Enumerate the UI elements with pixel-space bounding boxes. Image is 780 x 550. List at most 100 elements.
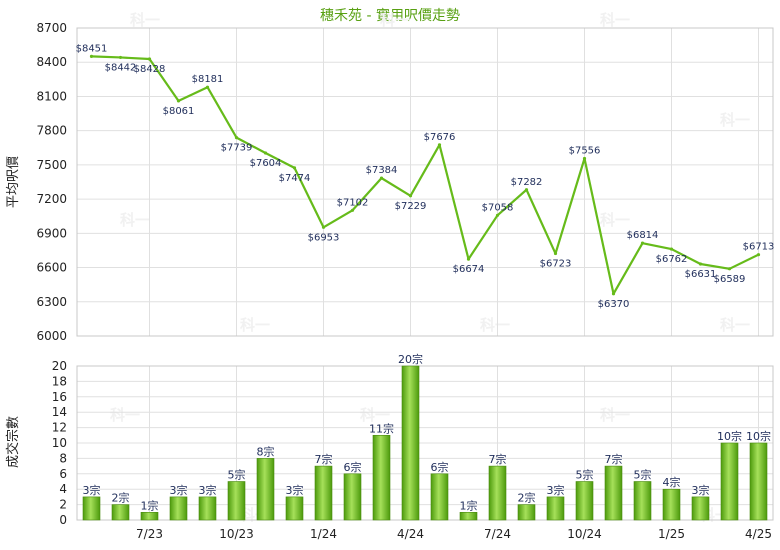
count-bar [111, 504, 130, 521]
count-data-label: 3宗 [170, 483, 188, 497]
count-bar [198, 496, 217, 521]
price-point [669, 247, 674, 251]
count-data-label: 1宗 [141, 498, 159, 512]
watermark-text: 科一 [720, 316, 750, 334]
chart-title: 穗禾苑 - 實用呎價走勢 [320, 7, 460, 24]
count-tick-label: 4 [59, 482, 67, 496]
x-tick-label: 1/25 [658, 527, 685, 541]
price-data-label: $8451 [76, 43, 108, 54]
count-tick-label: 8 [59, 451, 67, 465]
count-bar [372, 434, 391, 521]
price-data-label: $6370 [598, 299, 630, 310]
count-data-label: 5宗 [576, 468, 594, 482]
price-point [524, 188, 529, 192]
watermark-text: 科一 [380, 11, 410, 29]
price-tick-label: 7800 [36, 124, 67, 138]
count-tick-label: 20 [52, 359, 67, 373]
count-tick-label: 6 [59, 467, 67, 481]
price-series-line [91, 55, 759, 295]
x-tick-label: 7/23 [136, 527, 163, 541]
watermark-text: 科一 [600, 11, 630, 29]
count-tick-label: 2 [59, 498, 67, 512]
price-point [321, 225, 326, 229]
count-data-label: 6宗 [344, 460, 362, 474]
x-tick-label: 10/24 [567, 527, 602, 541]
watermark-text: 科一 [600, 211, 630, 229]
count-data-label: 2宗 [518, 491, 536, 505]
price-data-label: $6723 [540, 259, 572, 270]
count-bar [749, 442, 768, 521]
price-tick-label: 7200 [36, 192, 67, 206]
count-data-label: 7宗 [315, 452, 333, 466]
price-data-label: $7282 [511, 177, 543, 188]
count-data-label: 3宗 [547, 483, 565, 497]
watermark-text: 科一 [120, 211, 150, 229]
count-data-label: 3宗 [692, 483, 710, 497]
price-point [176, 99, 181, 103]
count-tick-label: 0 [59, 513, 67, 527]
count-data-label: 4宗 [663, 475, 681, 489]
count-bar [169, 496, 188, 521]
price-data-label: $8061 [163, 106, 195, 117]
price-data-label: $8442 [105, 62, 137, 73]
price-point [698, 262, 703, 266]
price-data-label: $7604 [250, 158, 282, 169]
price-data-label: $7384 [366, 165, 398, 176]
watermark-text: 科一 [360, 406, 390, 424]
count-bar [256, 458, 275, 521]
count-tick-label: 14 [52, 405, 67, 419]
count-bar [459, 511, 478, 521]
count-tick-label: 10 [52, 436, 67, 450]
count-tick-label: 16 [52, 390, 67, 404]
price-point [118, 55, 123, 60]
count-bar [314, 465, 333, 521]
count-data-label: 11宗 [369, 421, 394, 435]
price-point [611, 292, 616, 296]
count-bar [82, 496, 101, 521]
price-tick-label: 6600 [36, 261, 67, 275]
price-tick-label: 7500 [36, 158, 67, 172]
count-tick-label: 12 [52, 421, 67, 435]
count-data-label: 8宗 [257, 444, 275, 458]
price-tick-label: 8700 [36, 21, 67, 35]
count-plot-frame [76, 365, 774, 521]
price-point [234, 136, 239, 140]
price-tick-label: 6300 [36, 295, 67, 309]
count-data-label: 10宗 [746, 429, 771, 443]
count-bar [343, 473, 362, 521]
count-bar [140, 511, 159, 521]
price-point [495, 213, 500, 217]
price-data-label: $7676 [424, 132, 456, 143]
price-point [582, 156, 587, 161]
price-data-label: $8181 [192, 74, 224, 85]
price-y-axis-label: 平均呎價 [6, 156, 21, 208]
price-tick-label: 6000 [36, 329, 67, 343]
price-point [263, 151, 268, 155]
count-data-label: 5宗 [228, 468, 246, 482]
price-data-label: $7556 [569, 146, 601, 157]
watermark-text: 科一 [480, 316, 510, 334]
price-data-label: $6953 [308, 232, 340, 243]
watermark-text: 科一 [240, 316, 270, 334]
x-tick-label: 7/24 [484, 527, 511, 541]
price-point [379, 176, 384, 180]
x-tick-label: 4/25 [745, 527, 772, 541]
price-data-label: $6762 [656, 254, 688, 265]
watermark-text: 科一 [720, 111, 750, 129]
count-data-label: 5宗 [634, 468, 652, 482]
count-data-label: 3宗 [83, 483, 101, 497]
price-tick-label: 8400 [36, 55, 67, 69]
count-bar [517, 504, 536, 521]
count-bar [662, 488, 681, 521]
count-bar [488, 465, 507, 521]
count-bar [720, 442, 739, 521]
price-point [756, 253, 761, 257]
price-point [553, 251, 558, 256]
count-bar [691, 496, 710, 521]
price-data-label: $7739 [221, 143, 253, 154]
count-data-label: 3宗 [199, 483, 217, 497]
price-data-label: $7102 [337, 197, 369, 208]
count-data-label: 2宗 [112, 491, 130, 505]
